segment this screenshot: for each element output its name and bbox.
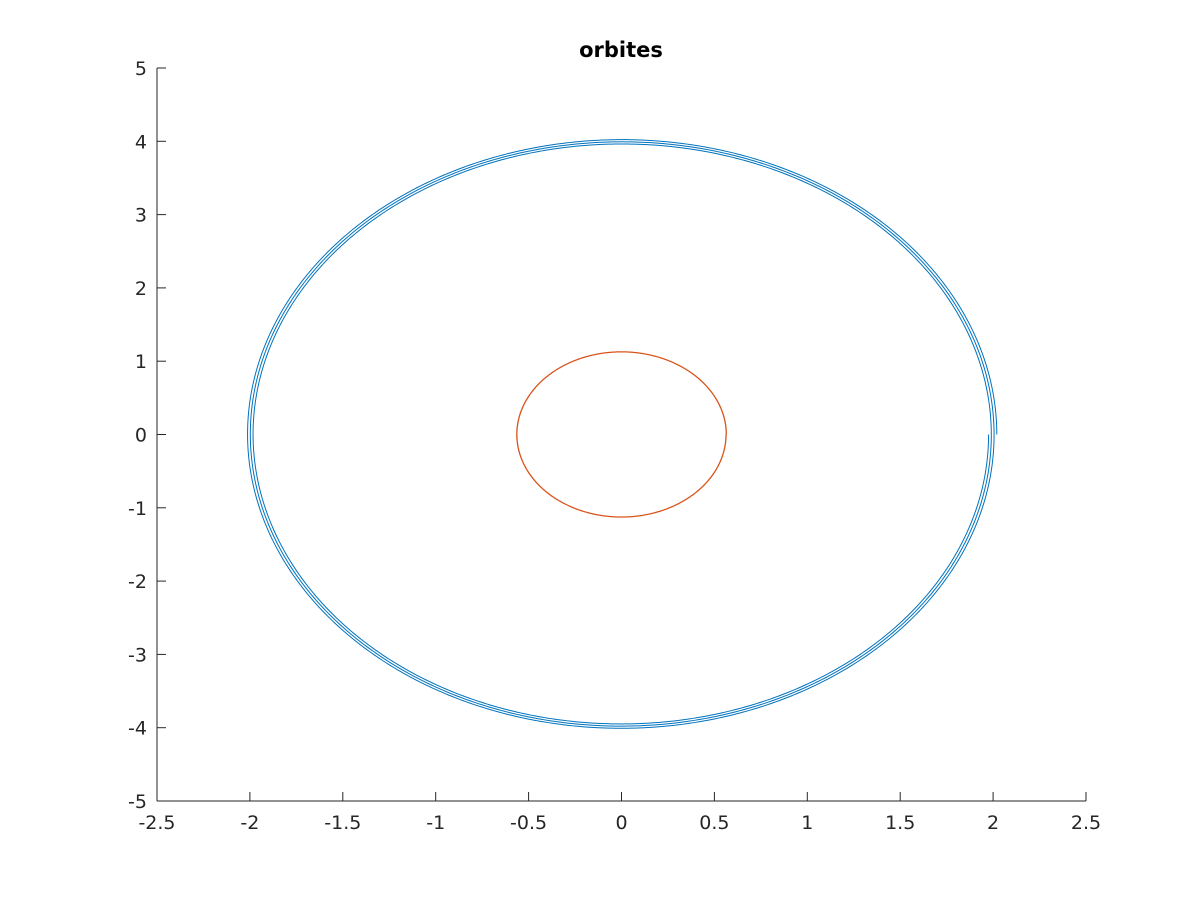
chart-title: orbites (579, 38, 663, 62)
y-tick-label: -3 (128, 644, 147, 666)
y-tick-label: -2 (128, 571, 147, 593)
y-tick-label: 3 (135, 205, 147, 227)
plot-area: -2.5 -2 -1.5 -1 -0.5 0 0.5 1 1.5 2 2.5 -5 -4 -3 -2 -1 0… (128, 58, 1101, 834)
x-tick-label: 0.5 (699, 812, 729, 834)
y-tick-label: 0 (135, 425, 147, 447)
y-tick-label: -1 (128, 498, 147, 520)
x-axis-ticks: -2.5 -2 -1.5 -1 -0.5 0 0.5 1 1.5 2 2.5 (138, 792, 1101, 834)
x-tick-label: -1 (426, 812, 445, 834)
x-tick-label: -2 (240, 812, 259, 834)
y-tick-label: 5 (135, 58, 147, 80)
y-tick-label: 1 (135, 351, 147, 373)
x-tick-label: 2.5 (1071, 812, 1101, 834)
series-layer (247, 139, 998, 729)
x-tick-label: -0.5 (510, 812, 547, 834)
y-tick-label: 4 (135, 131, 147, 153)
x-tick-label: 1.5 (885, 812, 915, 834)
x-tick-label: -1.5 (324, 812, 361, 834)
y-tick-label: -4 (128, 718, 147, 740)
y-axis-ticks: -5 -4 -3 -2 -1 0 1 2 3 4 5 (128, 58, 166, 813)
x-tick-label: 2 (987, 812, 999, 834)
x-tick-label: 0 (615, 812, 627, 834)
x-tick-label: -2.5 (138, 812, 175, 834)
orbit-line-1 (247, 139, 998, 729)
y-tick-label: -5 (128, 791, 147, 813)
y-tick-label: 2 (135, 278, 147, 300)
orbit-line-2 (516, 351, 727, 518)
x-tick-label: 1 (801, 812, 813, 834)
